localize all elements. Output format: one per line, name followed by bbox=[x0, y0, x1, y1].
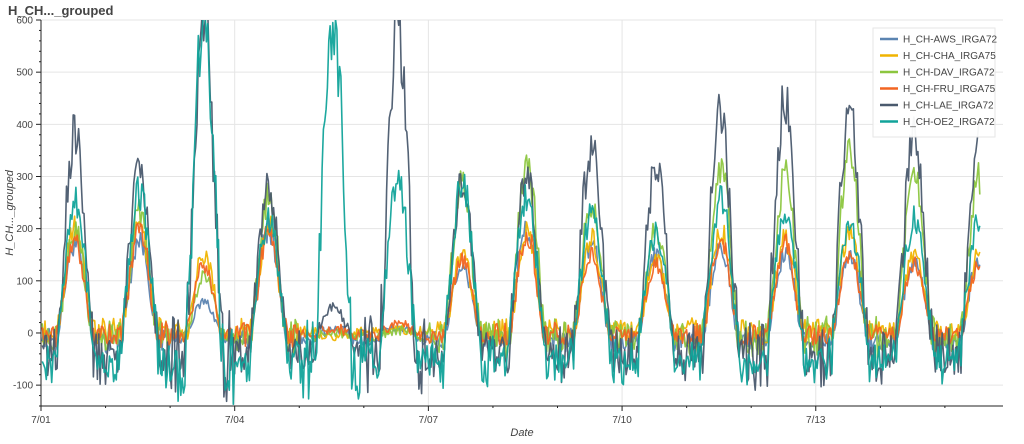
y-tick-label: 500 bbox=[16, 68, 33, 79]
y-tick-label: 0 bbox=[27, 328, 33, 339]
legend-label-H_CH-DAV_IRGA72: H_CH-DAV_IRGA72 bbox=[903, 68, 995, 79]
legend-label-H_CH-OE2_IRGA72: H_CH-OE2_IRGA72 bbox=[903, 117, 995, 128]
legend-label-H_CH-FRU_IRGA75: H_CH-FRU_IRGA75 bbox=[903, 84, 996, 95]
y-axis-label: H_CH..._grouped bbox=[4, 169, 16, 255]
x-tick-label: 7/13 bbox=[806, 415, 826, 426]
x-tick-label: 7/10 bbox=[612, 415, 632, 426]
x-tick-label: 7/07 bbox=[419, 415, 439, 426]
legend-label-H_CH-AWS_IRGA72: H_CH-AWS_IRGA72 bbox=[903, 35, 998, 46]
x-tick-label: 7/04 bbox=[225, 415, 245, 426]
y-tick-label: 200 bbox=[16, 224, 33, 235]
legend-box bbox=[872, 27, 996, 138]
chart-title: H_CH..._grouped bbox=[8, 3, 114, 18]
x-tick-label: 7/01 bbox=[31, 415, 51, 426]
legend-label-H_CH-LAE_IRGA72: H_CH-LAE_IRGA72 bbox=[903, 101, 994, 112]
x-axis-label: Date bbox=[510, 427, 533, 439]
legend-label-H_CH-CHA_IRGA75: H_CH-CHA_IRGA75 bbox=[903, 51, 996, 62]
y-tick-label: 600 bbox=[16, 16, 33, 27]
y-tick-label: 300 bbox=[16, 172, 33, 183]
y-tick-label: -100 bbox=[13, 381, 33, 392]
series-line-H_CH-OE2_IRGA72 bbox=[41, 20, 981, 405]
y-tick-label: 400 bbox=[16, 120, 33, 131]
y-tick-label: 100 bbox=[16, 276, 33, 287]
